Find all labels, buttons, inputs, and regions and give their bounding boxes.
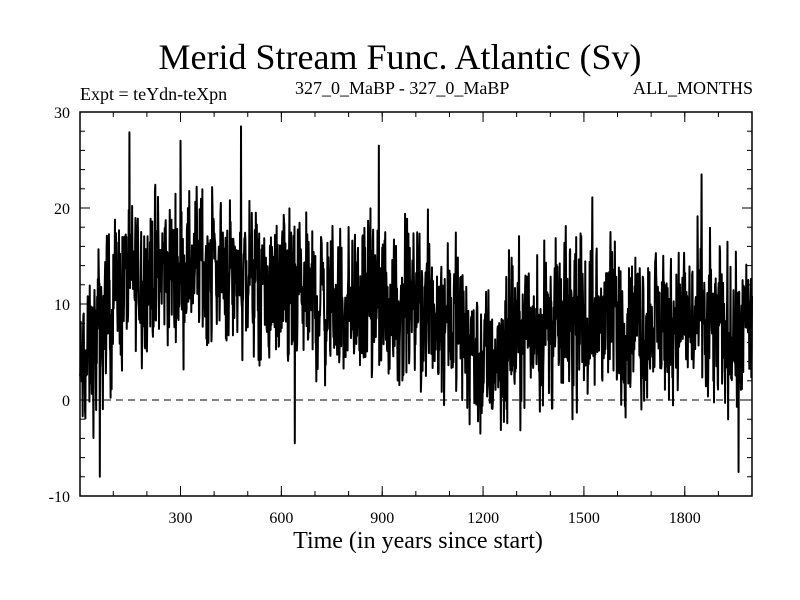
y-tick-label: -10	[49, 489, 70, 506]
x-tick-label: 1800	[669, 510, 701, 527]
y-tick-label: 30	[54, 105, 70, 122]
experiment-label: Expt = teYdn-teXpn	[80, 84, 228, 104]
x-tick-label: 1200	[467, 510, 499, 527]
x-tick-label: 300	[169, 510, 193, 527]
x-tick-label: 1500	[568, 510, 600, 527]
x-tick-label: 600	[269, 510, 293, 527]
series-line	[79, 125, 753, 478]
x-axis-label: Time (in years since start)	[293, 528, 543, 554]
y-tick-label: 0	[62, 393, 70, 410]
chart-title: Merid Stream Func. Atlantic (Sv)	[158, 37, 642, 77]
y-tick-label: 10	[54, 297, 70, 314]
season-label: ALL_MONTHS	[633, 78, 753, 98]
plot-frame	[79, 111, 753, 497]
x-tick-label: 900	[370, 510, 394, 527]
period-label: 327_0_MaBP - 327_0_MaBP	[295, 78, 510, 98]
y-tick-label: 20	[54, 201, 70, 218]
